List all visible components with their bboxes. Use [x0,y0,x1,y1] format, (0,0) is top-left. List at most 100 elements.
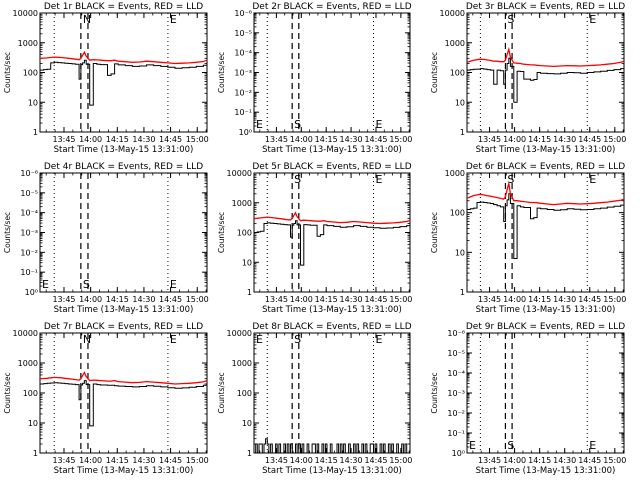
chart-det-2r: Det 2r BLACK = Events, RED = LLD 10⁰ 10⁻¹ 1… [217,2,412,155]
plot-frame [466,172,625,293]
x-tick-label: 15:00 [186,135,209,144]
y-tick-label: 100 [23,389,38,398]
x-tick-label: 14:00 [79,456,102,465]
series-lld [39,371,208,385]
x-tick-label: 14:00 [290,295,313,304]
y-tick-label: 10000 [227,169,252,178]
y-axis-label: Counts/sec [217,212,226,253]
y-tick-label: 10⁻⁵ [234,29,252,38]
y-tick-label: 10 [28,98,38,107]
y-axis-label: Counts/sec [430,212,439,253]
marker-label-E-left: E [42,278,49,291]
y-tick-label: 1000 [445,169,465,178]
y-tick-label: 1 [460,128,465,137]
plot-frame [253,332,411,454]
x-axis-label: Start Time (13-May-15 13:31:00) [54,466,194,476]
chart-det-7r: Det 7r BLACK = Events, RED = LLD 1 10 100 10… [3,322,209,476]
x-tick-label: 14:30 [132,456,155,465]
chart-det-4r: Det 4r BLACK = Events, RED = LLD 10⁰ 10⁻¹ 1… [3,162,209,315]
y-tick-label: 10⁻² [234,88,252,97]
y-tick-label: 10 [242,419,252,428]
y-tick-label: 1000 [232,359,252,368]
marker-label-E: E [170,13,177,26]
x-tick-label: 13:45 [478,295,501,304]
y-tick-label: 10⁻⁶ [234,9,252,18]
series-events [40,380,208,427]
y-tick-label: 1000 [445,39,465,48]
chart-title: Det 7r BLACK = Events, RED = LLD [44,322,203,332]
plot-frame [253,172,411,293]
x-tick-label: 13:45 [478,456,501,465]
y-axis-label: Counts/sec [430,372,439,413]
x-tick-label: 13:45 [265,456,288,465]
x-tick-label: 14:15 [315,295,338,304]
y-tick-label: 10⁻⁵ [20,189,38,198]
series-lld [466,183,625,206]
x-tick-label: 14:45 [578,456,601,465]
chart-det-6r: Det 6r BLACK = Events, RED = LLD 1 10 100 10… [430,162,626,315]
x-tick-label: 14:00 [290,135,313,144]
y-tick-label: 10⁻¹ [20,268,38,277]
y-tick-label: 10 [455,248,465,257]
chart-title: Det 2r BLACK = Events, RED = LLD [252,2,411,12]
y-axis-label: Counts/sec [3,52,12,93]
series-events [254,438,411,454]
y-tick-label: 10 [455,98,465,107]
y-tick-label: 10⁻³ [234,69,252,78]
chart-title: Det 5r BLACK = Events, RED = LLD [252,162,411,172]
x-tick-label: 13:45 [265,295,288,304]
plot-frame [466,332,625,454]
x-tick-label: 14:45 [159,456,182,465]
series-events [467,193,625,259]
y-tick-label: 10⁻⁶ [447,329,465,338]
plot-frame [253,12,411,133]
marker-label-N: N [83,333,91,346]
x-tick-label: 14:30 [553,456,576,465]
y-axis-label: Counts/sec [430,52,439,93]
marker-label-S: S [507,13,514,26]
y-tick-label: 10 [242,258,252,267]
x-tick-label: 15:00 [186,456,209,465]
x-tick-label: 14:00 [503,135,526,144]
x-tick-label: 15:00 [603,456,626,465]
x-tick-label: 14:45 [578,135,601,144]
x-tick-label: 14:30 [553,295,576,304]
marker-label-N: N [83,13,91,26]
y-tick-label: 10⁻⁴ [447,369,465,378]
x-tick-label: 14:45 [364,456,387,465]
x-tick-label: 14:15 [528,456,551,465]
x-tick-label: 14:30 [132,295,155,304]
y-tick-label: 10 [28,419,38,428]
marker-label-E: E [375,118,382,131]
y-tick-label: 10000 [227,329,252,338]
series-events [40,59,208,106]
marker-label-E: E [589,13,596,26]
y-axis-label: Counts/sec [217,372,226,413]
x-axis-label: Start Time (13-May-15 13:31:00) [262,145,402,155]
x-axis-label: Start Time (13-May-15 13:31:00) [54,305,194,315]
marker-label-E-left: E [469,439,476,452]
x-axis-label: Start Time (13-May-15 13:31:00) [262,466,402,476]
y-tick-label: 1000 [18,39,38,48]
y-axis-label: Counts/sec [217,52,226,93]
marker-label-E: E [589,173,596,186]
chart-title: Det 1r BLACK = Events, RED = LLD [44,2,203,12]
chart-det-1r: Det 1r BLACK = Events, RED = LLD 1 10 100 10… [3,2,209,155]
y-tick-label: 10⁻¹ [447,429,465,438]
x-tick-label: 14:45 [364,295,387,304]
y-tick-label: 10⁻⁴ [20,209,38,218]
marker-label-E-left: E [256,118,263,131]
series-lld [253,211,411,225]
y-tick-label: 10⁻² [20,248,38,257]
x-tick-label: 15:00 [389,456,412,465]
marker-label-E: E [375,173,382,186]
x-tick-label: 14:15 [528,135,551,144]
x-tick-label: 14:30 [132,135,155,144]
x-tick-label: 15:00 [603,295,626,304]
x-axis-label: Start Time (13-May-15 13:31:00) [54,145,194,155]
x-tick-label: 15:00 [389,135,412,144]
x-axis-label: Start Time (13-May-15 13:31:00) [476,305,616,315]
chart-title: Det 4r BLACK = Events, RED = LLD [44,162,203,172]
marker-label-E: E [589,439,596,452]
